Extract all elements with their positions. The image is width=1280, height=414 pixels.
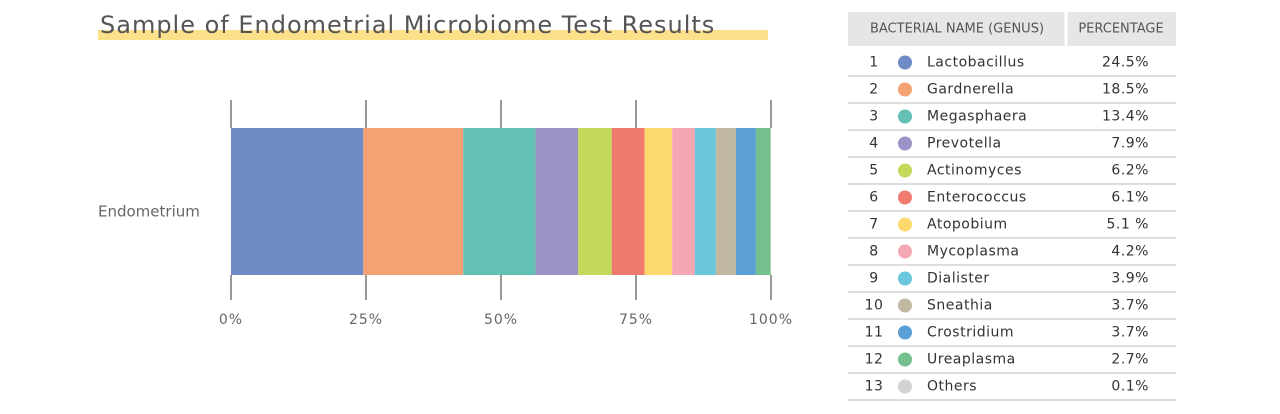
- legend-swatch: [898, 244, 912, 259]
- bar-segment: [644, 128, 673, 275]
- percentage: 5.1 %: [1106, 217, 1149, 233]
- row-number: 9: [869, 271, 878, 287]
- table-header: PERCENTAGE: [1078, 22, 1163, 37]
- bar-segment: [715, 128, 736, 275]
- legend-swatch: [898, 271, 912, 286]
- legend-swatch: [898, 55, 912, 70]
- bar-segment: [363, 128, 464, 275]
- row-number: 6: [869, 190, 878, 206]
- legend-swatch: [898, 352, 912, 367]
- row-number: 11: [865, 325, 884, 341]
- chart-title: Sample of Endometrial Microbiome Test Re…: [100, 11, 715, 39]
- x-tick-label: 0%: [219, 312, 243, 328]
- row-number: 12: [865, 352, 884, 368]
- bar-segment: [463, 128, 536, 275]
- genus-name: Lactobacillus: [927, 55, 1025, 71]
- row-number: 8: [869, 244, 878, 260]
- percentage: 0.1%: [1111, 379, 1149, 395]
- legend-swatch: [898, 217, 912, 232]
- bar-segment: [694, 128, 716, 275]
- bar-segment: [611, 128, 645, 275]
- legend-swatch: [898, 325, 912, 340]
- bar-segment: [231, 128, 364, 275]
- percentage: 3.7%: [1111, 325, 1149, 341]
- genus-name: Others: [927, 379, 977, 395]
- legend-swatch: [898, 136, 912, 151]
- legend-swatch: [898, 298, 912, 313]
- table-header: BACTERIAL NAME (GENUS): [870, 22, 1044, 37]
- row-number: 13: [865, 379, 884, 395]
- x-tick-label: 75%: [619, 312, 653, 328]
- genus-name: Sneathia: [927, 298, 993, 314]
- percentage: 24.5%: [1102, 55, 1149, 71]
- percentage: 6.2%: [1111, 163, 1149, 179]
- bar-segment: [535, 128, 579, 275]
- genus-name: Actinomyces: [927, 163, 1022, 179]
- x-tick-label: 50%: [484, 312, 518, 328]
- row-number: 10: [865, 298, 884, 314]
- row-number: 2: [869, 82, 878, 98]
- genus-name: Mycoplasma: [927, 244, 1020, 260]
- genus-name: Ureaplasma: [927, 352, 1016, 368]
- bar-segment: [672, 128, 695, 275]
- genus-name: Gardnerella: [927, 82, 1014, 98]
- legend-swatch: [898, 190, 912, 205]
- genus-name: Megasphaera: [927, 109, 1027, 125]
- row-number: 3: [869, 109, 878, 125]
- bar-segment: [735, 128, 756, 275]
- genus-name: Enterococcus: [927, 190, 1027, 206]
- percentage: 6.1%: [1111, 190, 1149, 206]
- genus-name: Prevotella: [927, 136, 1002, 152]
- percentage: 18.5%: [1102, 82, 1149, 98]
- percentage: 7.9%: [1111, 136, 1149, 152]
- percentage: 13.4%: [1102, 109, 1149, 125]
- percentage: 2.7%: [1111, 352, 1149, 368]
- x-tick-label: 100%: [749, 312, 793, 328]
- row-number: 1: [869, 55, 878, 71]
- percentage: 3.7%: [1111, 298, 1149, 314]
- legend-swatch: [898, 379, 912, 394]
- row-number: 5: [869, 163, 878, 179]
- x-tick-label: 25%: [349, 312, 383, 328]
- legend-swatch: [898, 163, 912, 178]
- title-highlight: [98, 30, 768, 40]
- bar-segment: [578, 128, 612, 275]
- row-number: 4: [869, 136, 878, 152]
- legend-swatch: [898, 82, 912, 97]
- category-label: Endometrium: [98, 203, 200, 221]
- bar-segment: [770, 128, 771, 275]
- percentage: 4.2%: [1111, 244, 1149, 260]
- legend-swatch: [898, 109, 912, 124]
- genus-name: Dialister: [927, 271, 990, 287]
- genus-name: Crostridium: [927, 325, 1014, 341]
- row-number: 7: [869, 217, 878, 233]
- bar-segment: [755, 128, 771, 275]
- percentage: 3.9%: [1111, 271, 1149, 287]
- table-header-bg: [848, 12, 1176, 46]
- genus-name: Atopobium: [927, 217, 1008, 233]
